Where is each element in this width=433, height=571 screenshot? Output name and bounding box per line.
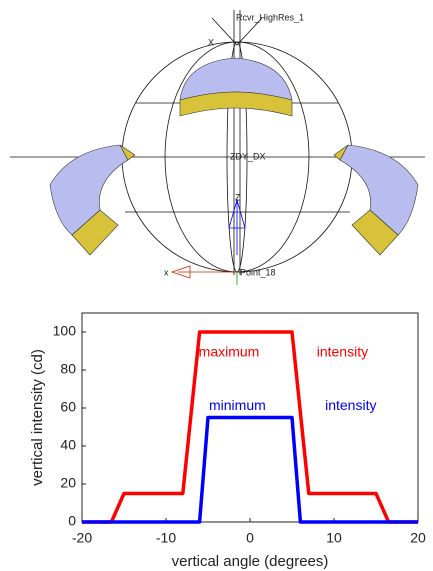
cad-label: x <box>164 267 169 277</box>
y-tick-label: 0 <box>68 513 76 529</box>
shade-band <box>179 91 293 117</box>
data-line <box>82 415 418 524</box>
x-arrow <box>170 265 237 279</box>
shade <box>339 144 419 236</box>
receiver-marker <box>211 17 263 46</box>
annotation: intensity <box>317 344 368 360</box>
y-tick-label: 100 <box>53 323 77 339</box>
annotation: minimum <box>209 397 266 413</box>
y-tick-label: 80 <box>60 361 76 377</box>
z-arrow <box>228 198 246 255</box>
x-axis-label: vertical angle (degrees) <box>172 553 329 570</box>
x-tick-label: 0 <box>246 530 254 546</box>
data-line <box>82 330 418 524</box>
y-tick-label: 40 <box>60 437 76 453</box>
x-tick-label: -10 <box>156 530 176 546</box>
y-tick-label: 20 <box>60 475 76 491</box>
x-tick-label: 20 <box>410 530 426 546</box>
y-tick-label: 60 <box>60 399 76 415</box>
cad-label: Z <box>235 192 241 202</box>
x-tick-label: 10 <box>326 530 342 546</box>
chart: -20 -10 0 10 20 0 20 40 60 80 100 vertical angle (d… <box>29 312 426 570</box>
shade-band <box>333 144 399 256</box>
shade <box>49 144 129 236</box>
cad-label: Point_18 <box>240 267 276 277</box>
shade-band <box>71 144 136 256</box>
lamp-shades <box>49 57 419 256</box>
annotation: maximum <box>199 344 260 360</box>
cad-label: ZDY_DX <box>230 151 266 161</box>
y-axis-label: vertical intensity (cd) <box>29 349 46 486</box>
cad-label: X <box>208 37 214 47</box>
x-tick-label: -20 <box>72 530 92 546</box>
annotation: intensity <box>325 397 376 413</box>
cad-label: Rcvr_HighRes_1 <box>236 12 304 22</box>
